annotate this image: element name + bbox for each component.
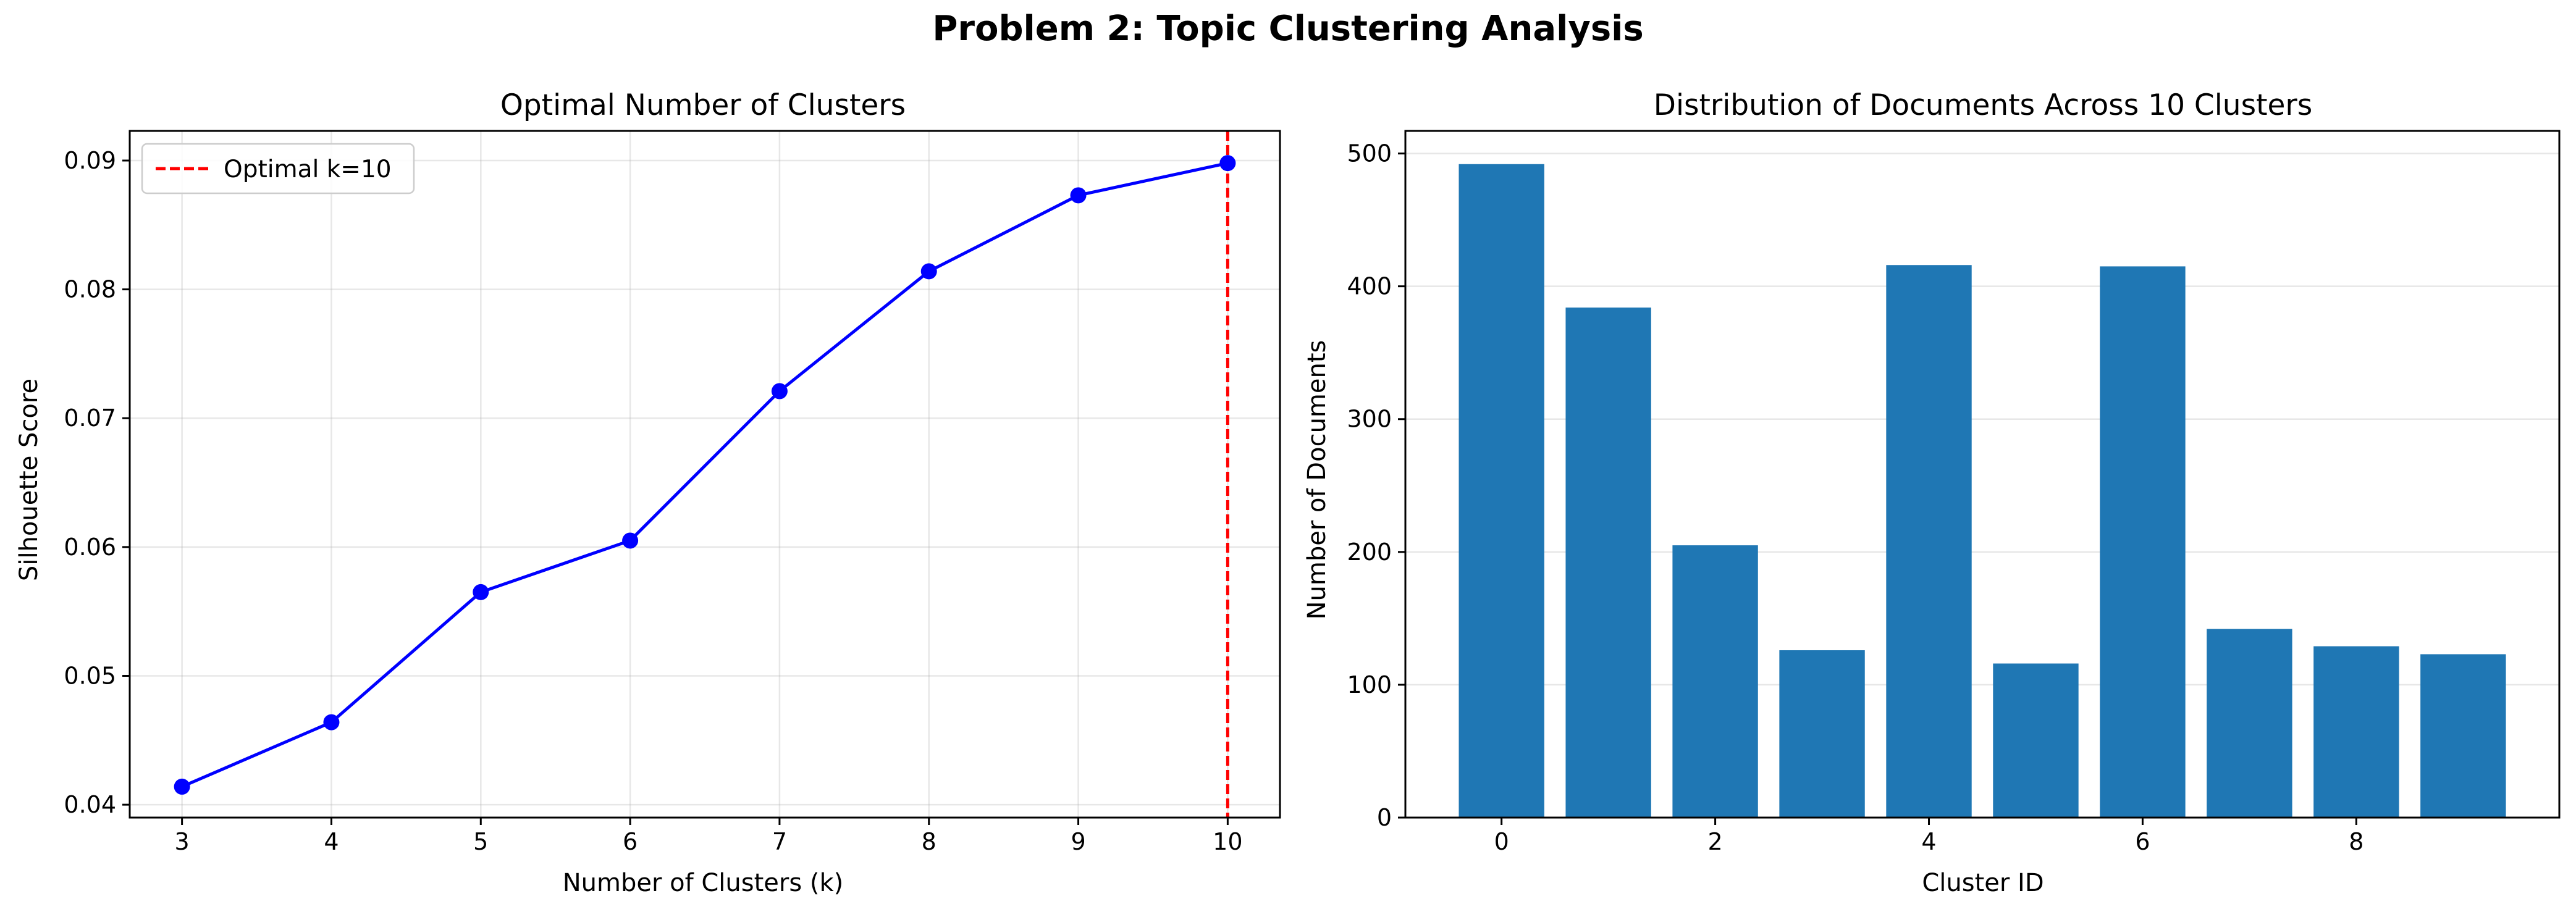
legend-box: [141, 143, 415, 195]
x-tick-label: 3: [175, 828, 190, 855]
bar-chart-x-axis-label: Cluster ID: [1922, 869, 2044, 897]
data-point: [1070, 187, 1087, 204]
bar-chart-frame: [1404, 130, 2561, 819]
data-point: [771, 383, 788, 400]
x-tick-label: 0: [1494, 828, 1509, 855]
x-tick-label: 2: [1707, 828, 1722, 855]
y-tick-label: 0.09: [64, 147, 116, 174]
line-chart-y-axis-label: Silhouette Score: [15, 379, 43, 581]
line-chart-title: Optimal Number of Clusters: [500, 88, 906, 122]
data-point: [920, 263, 937, 280]
data-point: [174, 778, 190, 795]
bar-chart-title: Distribution of Documents Across 10 Clus…: [1654, 88, 2312, 122]
x-tick-label: 8: [2349, 828, 2363, 855]
bar-cluster-6: [2100, 266, 2186, 818]
bar-cluster-9: [2420, 654, 2506, 818]
y-tick-label: 500: [1347, 140, 1392, 167]
bar-cluster-0: [1458, 164, 1544, 818]
bar-cluster-4: [1886, 265, 1972, 818]
y-tick-label: 100: [1347, 671, 1392, 698]
figure-title: Problem 2: Topic Clustering Analysis: [932, 9, 1644, 49]
line-chart-frame: [128, 130, 1281, 819]
bar-cluster-3: [1779, 650, 1865, 818]
y-tick-label: 400: [1347, 273, 1392, 300]
line-chart-legend: Optimal k=10: [141, 143, 415, 195]
bar-series: [1458, 164, 2506, 818]
y-tick-label: 0.05: [64, 663, 116, 690]
y-tick-label: 200: [1347, 538, 1392, 566]
y-tick-label: 0.06: [64, 534, 116, 561]
y-tick-label: 0.04: [64, 791, 116, 818]
line-chart-x-axis-label: Number of Clusters (k): [563, 869, 844, 897]
x-tick-label: 7: [772, 828, 787, 855]
y-tick-label: 0.07: [64, 404, 116, 432]
bar-chart-y-ticks: 0 100 200 300 400 500: [1347, 140, 1405, 831]
data-point: [622, 532, 639, 549]
y-tick-label: 300: [1347, 406, 1392, 433]
bar-cluster-1: [1565, 308, 1651, 818]
x-tick-label: 4: [1921, 828, 1936, 855]
silhouette-series: [174, 155, 1236, 795]
data-point: [473, 584, 489, 600]
bar-chart-x-ticks: 0 2 4 6 8: [1494, 818, 2363, 855]
data-point: [323, 714, 340, 731]
x-tick-label: 8: [922, 828, 937, 855]
legend-label: Optimal k=10: [224, 156, 392, 183]
x-tick-label: 6: [623, 828, 638, 855]
line-chart-y-ticks: 0.04 0.05 0.06 0.07 0.08 0.09: [64, 147, 130, 818]
bar-cluster-2: [1672, 545, 1758, 818]
bar-chart-y-axis-label: Number of Documents: [1303, 340, 1331, 620]
bar-cluster-8: [2313, 646, 2399, 818]
bar-cluster-7: [2207, 629, 2292, 818]
x-tick-label: 5: [473, 828, 488, 855]
line-chart-x-ticks: 3 4 5 6 7 8 9 10: [175, 818, 1243, 855]
data-point: [1219, 155, 1236, 172]
x-tick-label: 9: [1071, 828, 1085, 855]
y-tick-label: 0.08: [64, 276, 116, 303]
x-tick-label: 6: [2135, 828, 2150, 855]
bar-cluster-5: [1993, 663, 2079, 818]
x-tick-label: 4: [324, 828, 339, 855]
silhouette-line: [181, 161, 1228, 789]
x-tick-label: 10: [1213, 828, 1242, 855]
y-tick-label: 0: [1377, 804, 1392, 831]
